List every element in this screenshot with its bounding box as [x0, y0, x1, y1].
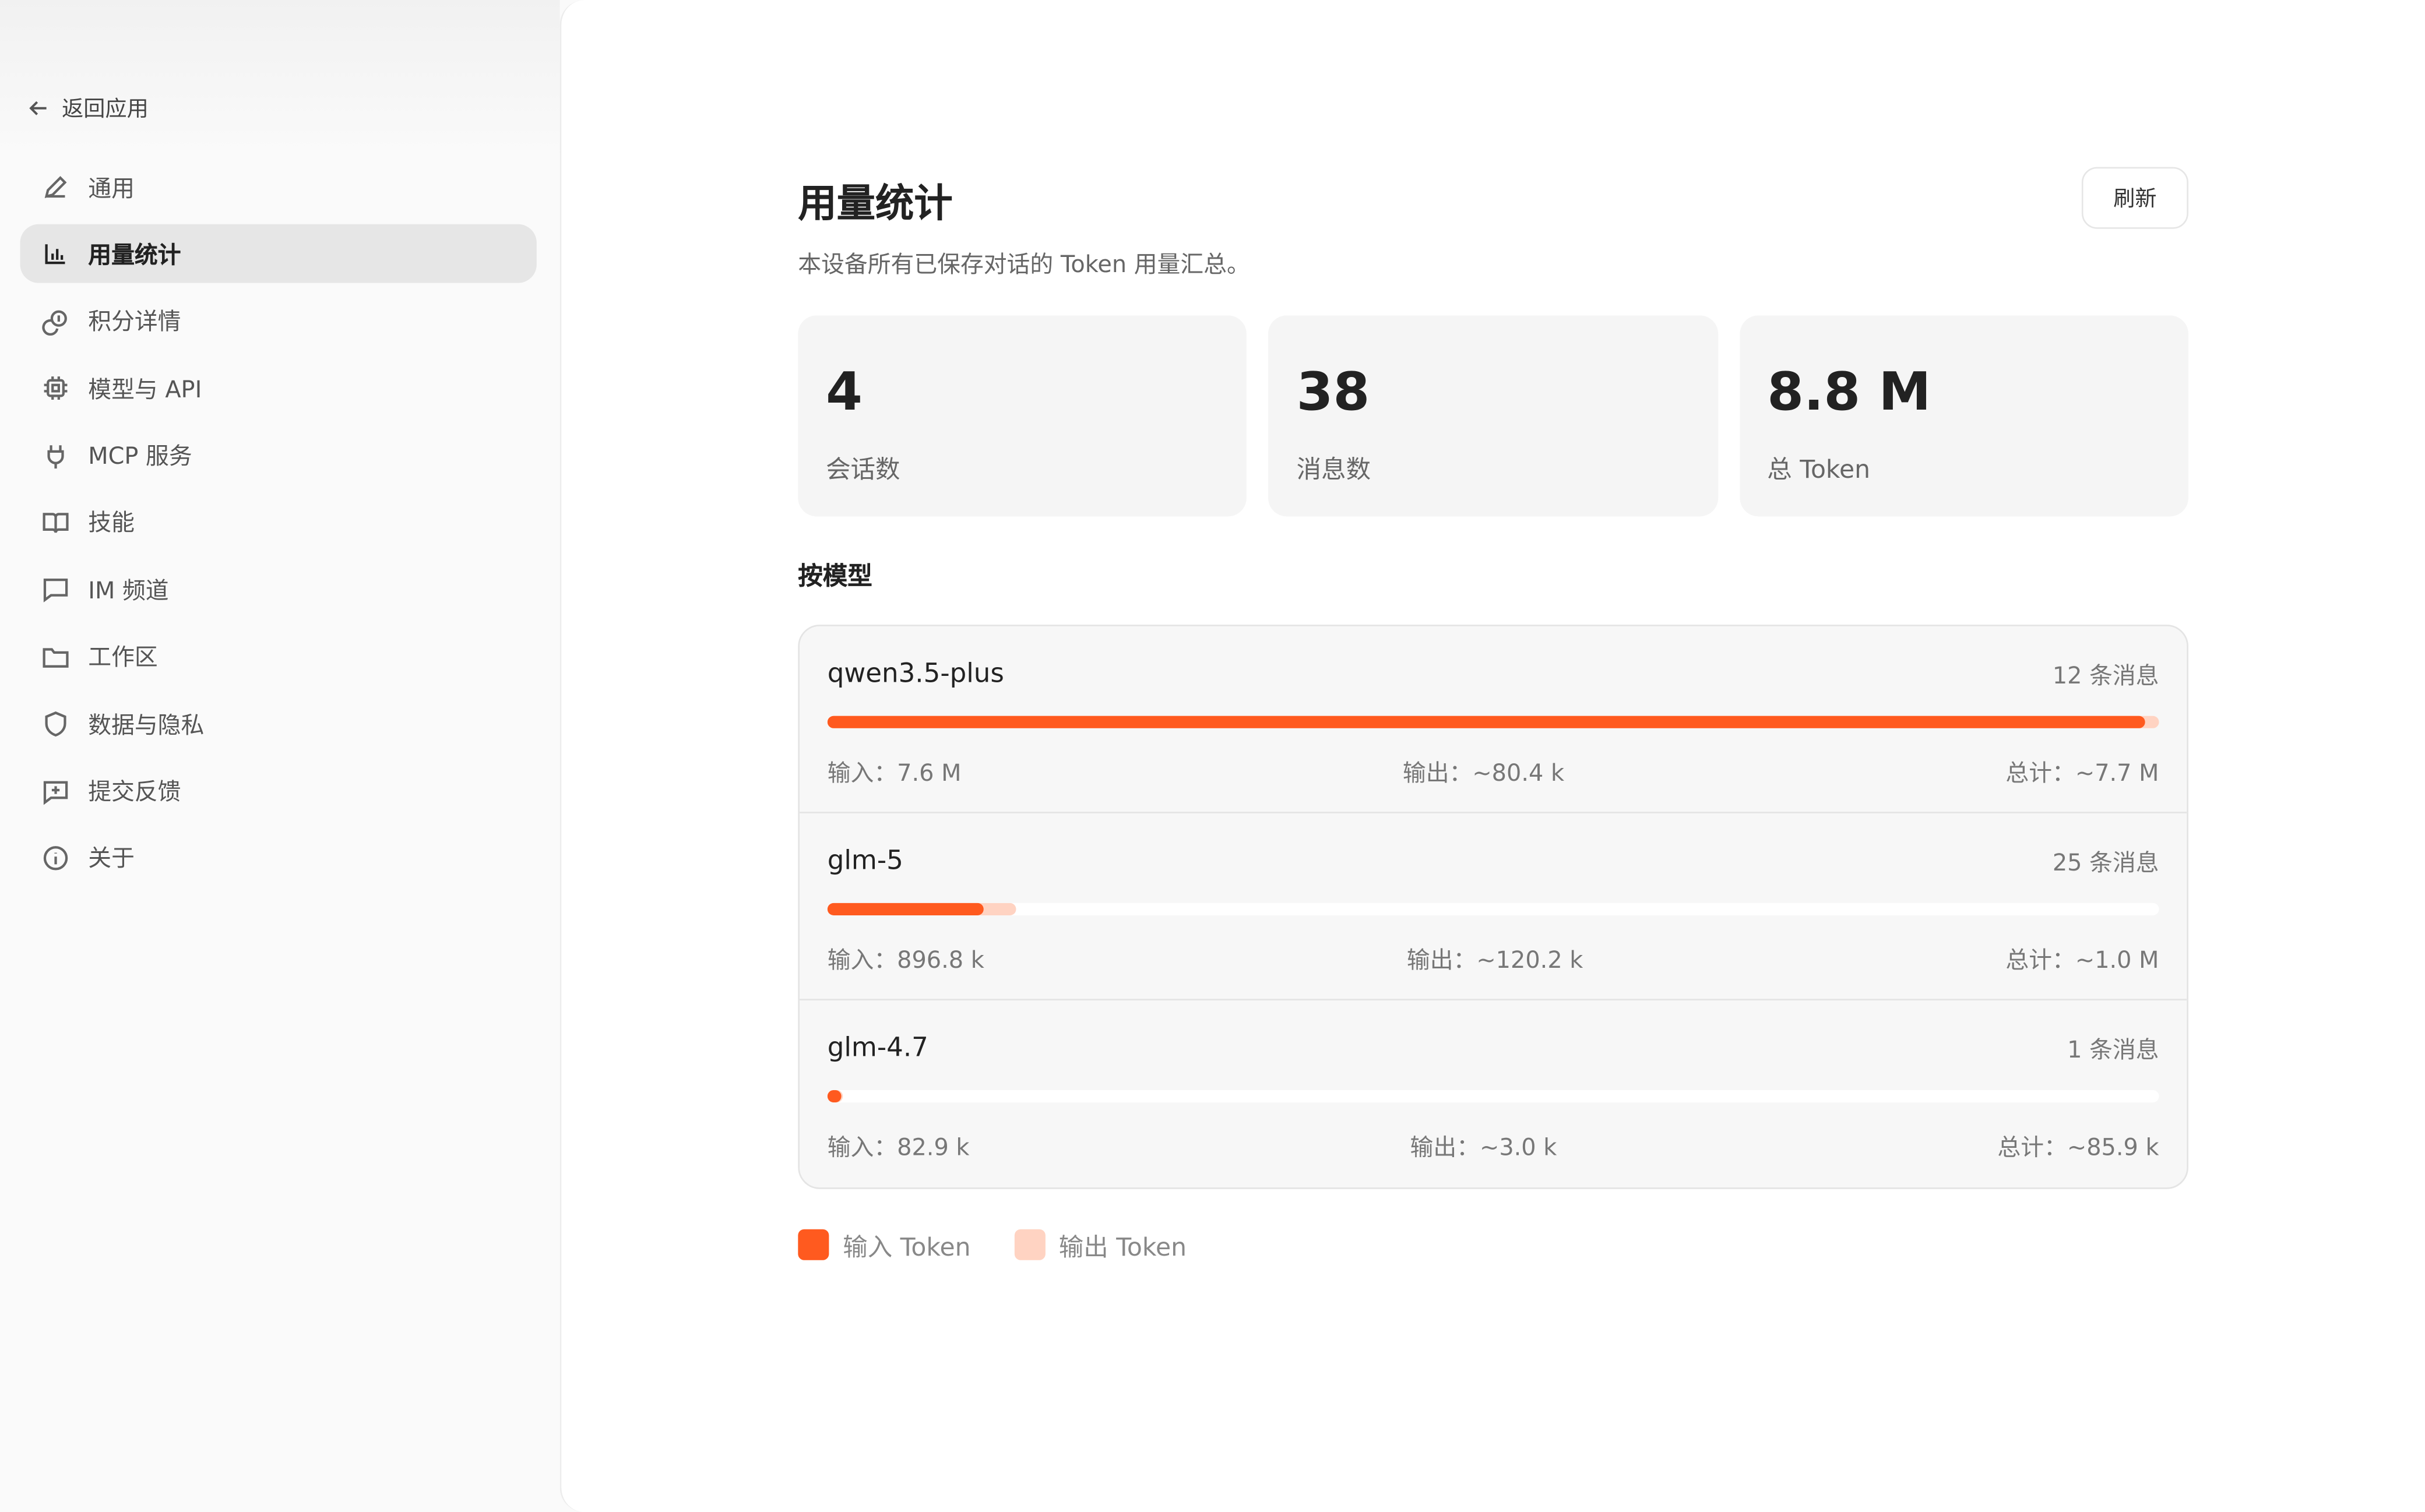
model-name: glm-5	[827, 845, 903, 877]
input-tokens: 输入：82.9 k	[827, 1133, 970, 1161]
sidebar-item-label: 技能	[88, 509, 135, 538]
refresh-button[interactable]: 刷新	[2081, 167, 2188, 229]
settings-nav: 通用 用量统计 积分详情 模型与 API MCP 服务 技能 IM 频道	[20, 158, 537, 896]
model-name: glm-4.7	[827, 1032, 928, 1064]
arrow-left-icon	[29, 101, 47, 115]
model-row: glm-5 25 条消息 输入：896.8 k 输出：~120.2 k 总计：~1.0…	[799, 813, 2187, 1000]
legend-swatch	[798, 1229, 829, 1260]
info-icon	[43, 845, 68, 870]
legend-label: 输出 Token	[1058, 1232, 1187, 1262]
sidebar-item-label: 积分详情	[88, 308, 181, 336]
message-count: 1 条消息	[2067, 1035, 2159, 1063]
sidebar-item-models-api[interactable]: 模型与 API	[20, 359, 536, 418]
input-bar-fill	[827, 903, 984, 915]
sidebar-item-label: 通用	[88, 174, 135, 202]
total-tokens: 总计：~85.9 k	[1997, 1133, 2159, 1161]
sidebar-item-skills[interactable]: 技能	[20, 493, 536, 552]
sidebar-item-general[interactable]: 通用	[20, 158, 536, 217]
stat-label: 消息数	[1296, 454, 1371, 484]
usage-bar	[827, 903, 2159, 915]
sidebar-item-privacy[interactable]: 数据与隐私	[20, 695, 536, 753]
stat-value: 38	[1296, 361, 1370, 424]
shield-icon	[45, 711, 66, 737]
plug-icon	[47, 445, 64, 468]
sidebar-item-label: 用量统计	[88, 241, 181, 269]
sidebar-item-label: 提交反馈	[88, 777, 181, 806]
book-icon	[43, 513, 69, 533]
sidebar-item-usage[interactable]: 用量统计	[20, 224, 537, 284]
pencil-icon	[44, 176, 67, 198]
legend-swatch	[1013, 1229, 1045, 1260]
model-usage-list: qwen3.5-plus 12 条消息 输入：7.6 M 输出：~80.4 k 总计：…	[798, 625, 2188, 1189]
total-tokens: 总计：~1.0 M	[2005, 946, 2159, 974]
sidebar-item-label: 模型与 API	[88, 375, 202, 403]
message-icon	[43, 579, 68, 603]
total-tokens: 总计：~7.7 M	[2005, 759, 2159, 787]
message-count: 12 条消息	[2052, 661, 2159, 689]
legend-label: 输入 Token	[843, 1232, 971, 1262]
sidebar-item-feedback[interactable]: 提交反馈	[20, 762, 536, 820]
folder-icon	[43, 647, 69, 668]
summary-cards: 4 会话数 38 消息数 8.8 M 总 Token	[798, 315, 2188, 517]
input-tokens: 输入：896.8 k	[827, 946, 984, 974]
model-name: qwen3.5-plus	[827, 658, 1004, 690]
back-to-app-button[interactable]: 返回应用	[28, 93, 149, 124]
sidebar-item-label: 关于	[88, 844, 135, 873]
legend-input: 输入 Token	[798, 1226, 971, 1263]
output-tokens: 输出：~3.0 k	[1410, 1133, 1557, 1161]
feedback-icon	[43, 780, 68, 805]
input-bar-fill	[827, 1090, 842, 1103]
sidebar-item-label: 工作区	[88, 643, 158, 672]
input-bar-fill	[827, 716, 2146, 728]
sidebar-item-label: 数据与隐私	[88, 710, 205, 739]
stat-value: 4	[826, 361, 863, 424]
input-tokens: 输入：7.6 M	[827, 759, 962, 787]
output-tokens: 输出：~120.2 k	[1406, 946, 1583, 974]
bar-chart-icon	[45, 245, 65, 265]
output-tokens: 输出：~80.4 k	[1402, 759, 1565, 787]
sidebar-item-label: IM 频道	[88, 576, 169, 605]
usage-bar	[827, 1090, 2159, 1103]
message-count: 25 条消息	[2052, 848, 2159, 876]
coins-icon	[42, 310, 67, 336]
sidebar-header	[0, 0, 560, 155]
usage-bar	[827, 716, 2159, 728]
stat-label: 总 Token	[1767, 454, 1871, 484]
sidebar-item-about[interactable]: 关于	[20, 829, 536, 887]
sidebar-item-im[interactable]: IM 频道	[20, 561, 536, 619]
legend-output: 输出 Token	[1013, 1226, 1187, 1263]
stat-card-tokens: 8.8 M 总 Token	[1739, 315, 2188, 517]
model-row: qwen3.5-plus 12 条消息 输入：7.6 M 输出：~80.4 k 总计：…	[799, 626, 2187, 813]
section-title: 按模型	[798, 561, 872, 591]
back-label: 返回应用	[62, 97, 149, 122]
sidebar: 返回应用 通用 用量统计 积分详情 模型与 API MCP 服务 技能	[0, 0, 560, 1512]
chip-icon	[44, 376, 68, 400]
page-subtitle: 本设备所有已保存对话的 Token 用量汇总。	[798, 250, 1250, 279]
sidebar-item-workspace[interactable]: 工作区	[20, 628, 536, 686]
stat-value: 8.8 M	[1767, 361, 1931, 424]
sidebar-item-credits[interactable]: 积分详情	[20, 292, 536, 351]
main-panel: 用量统计 本设备所有已保存对话的 Token 用量汇总。 刷新 4 会话数 38…	[559, 0, 2425, 1512]
legend: 输入 Token 输出 Token	[798, 1226, 1187, 1263]
page-title: 用量统计	[798, 181, 953, 226]
sidebar-item-label: MCP 服务	[88, 442, 192, 470]
sidebar-item-mcp[interactable]: MCP 服务	[20, 426, 536, 485]
stat-label: 会话数	[826, 454, 900, 484]
model-row: glm-4.7 1 条消息 输入：82.9 k 输出：~3.0 k 总计：~85.9 …	[800, 1000, 2187, 1187]
stat-card-sessions: 4 会话数	[798, 315, 1247, 517]
stat-card-messages: 38 消息数	[1268, 315, 1718, 517]
